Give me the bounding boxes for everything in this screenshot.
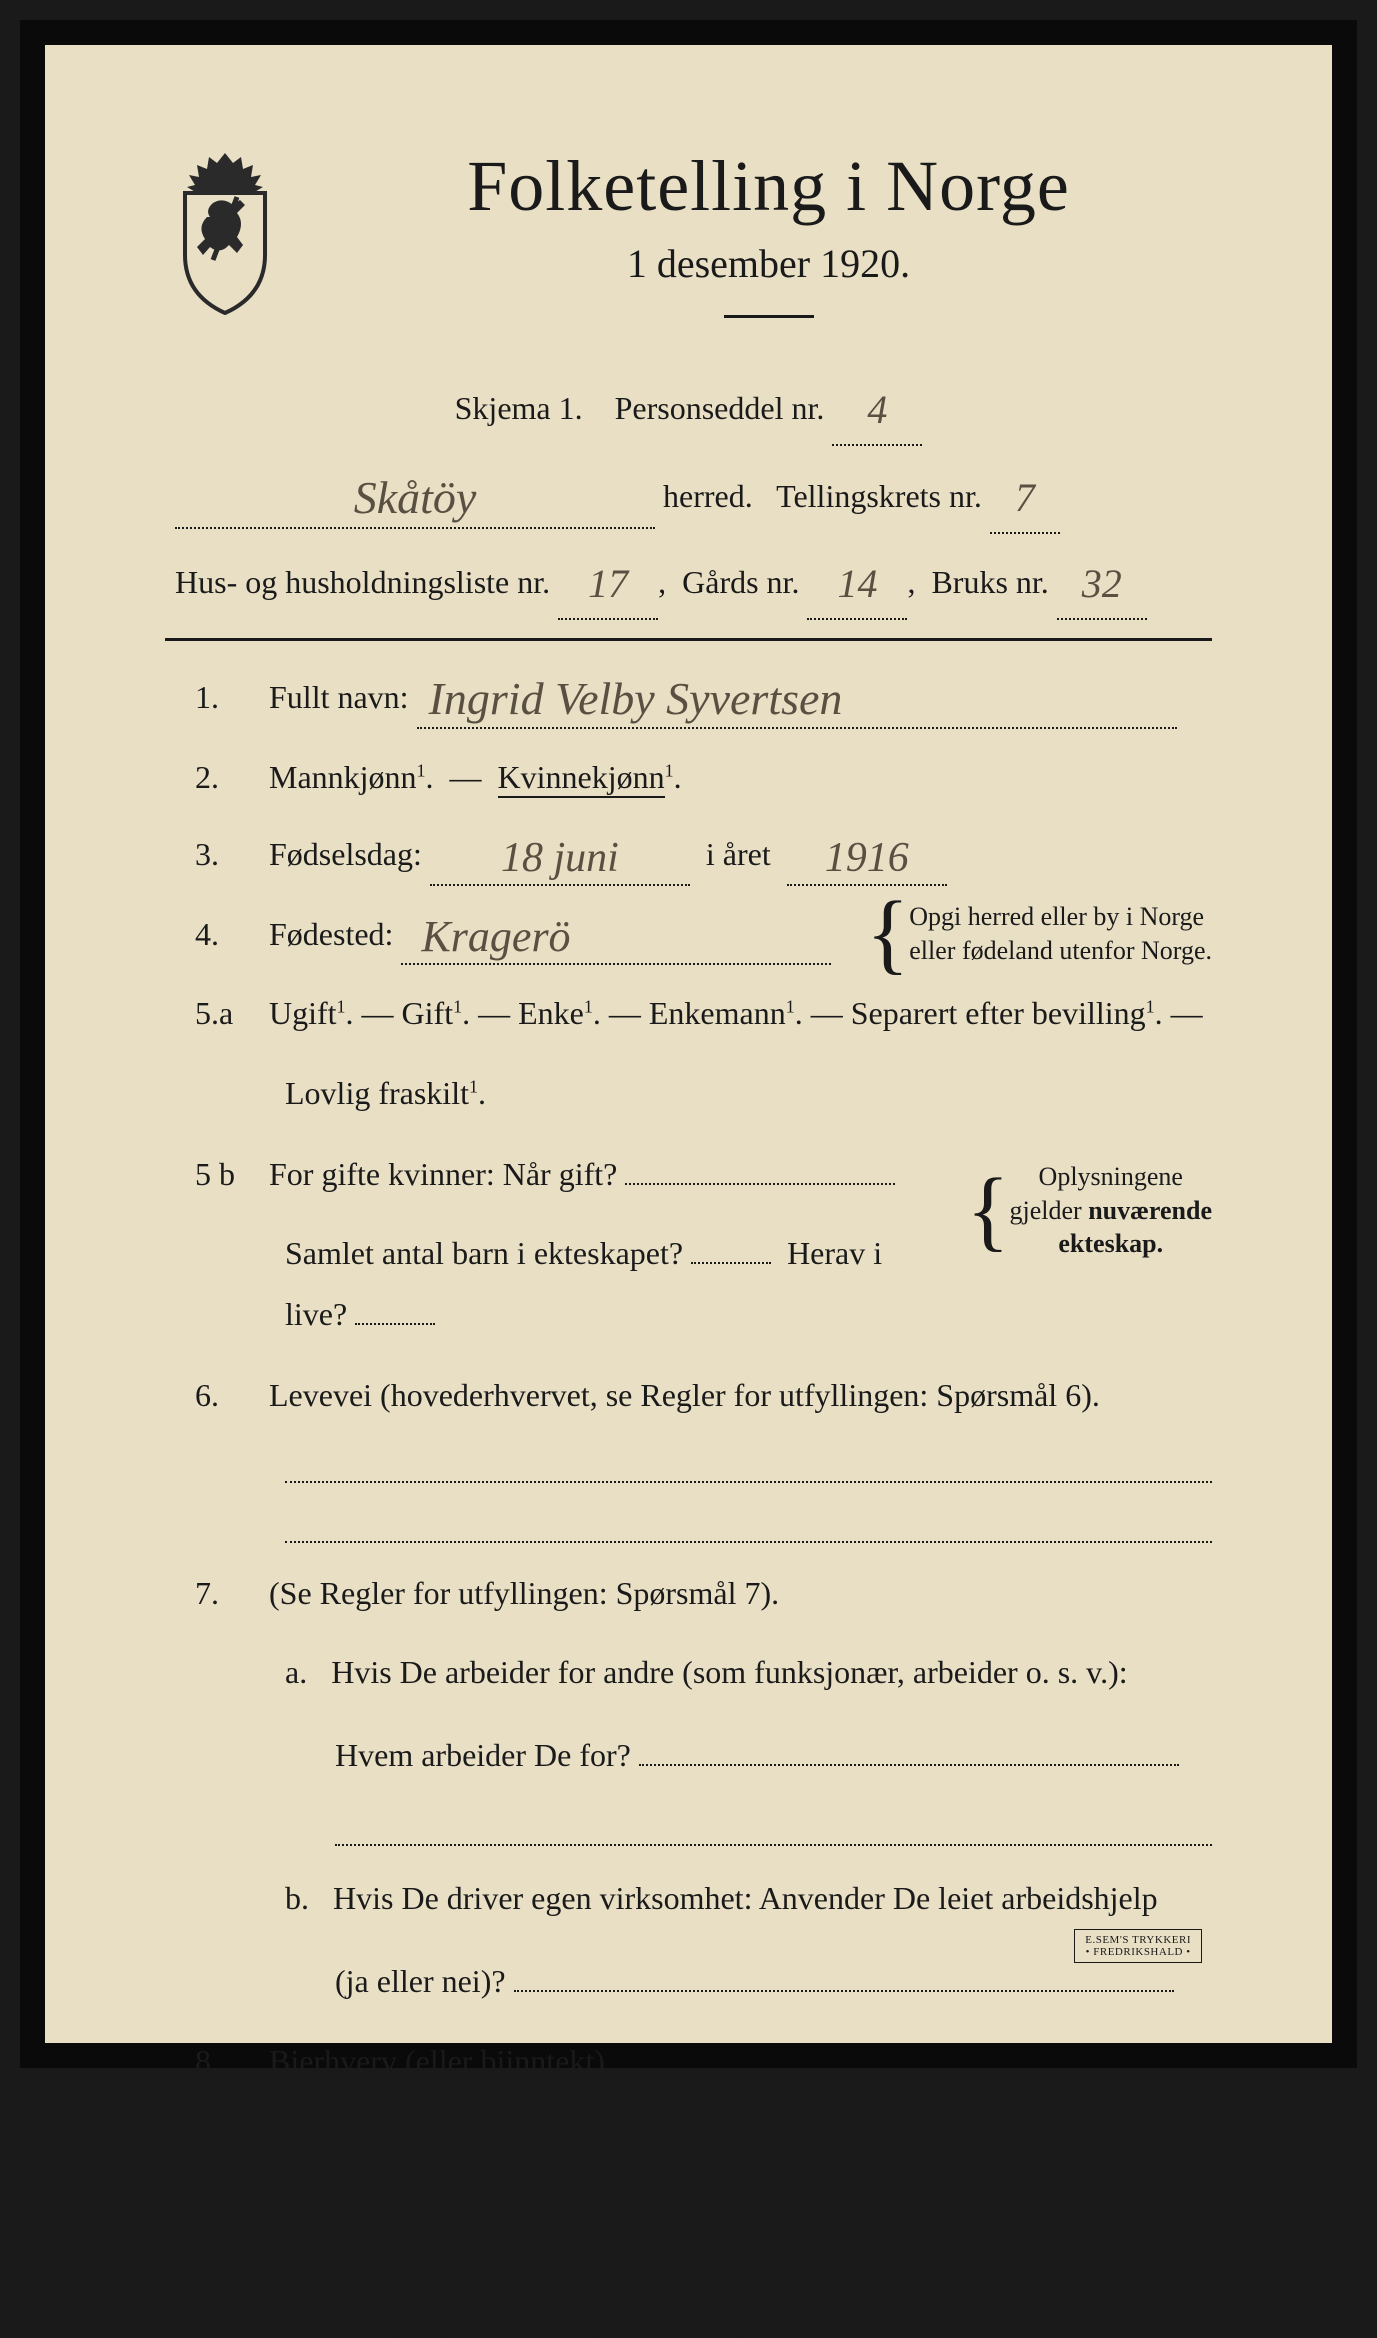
q5a-opt-0: Ugift: [269, 995, 337, 1031]
q7a-label: a.: [285, 1654, 307, 1690]
personseddel-nr: 4: [867, 387, 887, 432]
q3-label: Fødselsdag:: [269, 836, 422, 872]
meta-line-1: Skjema 1. Personseddel nr. 4: [165, 368, 1212, 446]
printer-stamp: E.SEM'S TRYKKERI • FREDRIKSHALD •: [1074, 1929, 1202, 1963]
q5a-opt-5: Lovlig fraskilt: [285, 1075, 469, 1111]
main-divider: [165, 638, 1212, 641]
q5a-opt-2: Enke: [518, 995, 584, 1031]
q5b-note: { Oplysningene gjelder nuværende ekteska…: [966, 1160, 1212, 1261]
q7b-row2: (ja eller nei)?: [195, 1951, 1212, 2012]
q5b-num: 5 b: [195, 1146, 251, 1204]
herred-label: herred.: [663, 478, 753, 514]
q7-row: 7. (Se Regler for utfyllingen: Spørsmål …: [195, 1565, 1212, 1623]
q7-intro: (Se Regler for utfyllingen: Spørsmål 7).: [269, 1575, 779, 1611]
q5a-opt-4: Separert efter bevilling: [851, 995, 1146, 1031]
divider: [724, 315, 814, 318]
q3-row: 3. Fødselsdag: 18 juni i året 1916: [195, 826, 1212, 886]
q8-note-row: Har man ingen biinntekt av nogen betydni…: [195, 2171, 1212, 2232]
coat-of-arms-icon: [165, 145, 285, 315]
q5b-l1: For gifte kvinner: Når gift?: [269, 1156, 617, 1192]
q5b-row: 5 b For gifte kvinner: Når gift? { Oplys…: [195, 1146, 1212, 1204]
census-page: Folketelling i Norge 1 desember 1920. Sk…: [20, 20, 1357, 2068]
q7-num: 7.: [195, 1565, 251, 1623]
q6-row: 6. Levevei (hovederhvervet, se Regler fo…: [195, 1367, 1212, 1425]
q8-note: Har man ingen biinntekt av nogen betydni…: [285, 2183, 1019, 2219]
bruks-nr: 32: [1082, 561, 1122, 606]
tellingskrets-nr: 7: [1015, 475, 1035, 520]
q4-num: 4.: [195, 906, 251, 964]
meta-block: Skjema 1. Personseddel nr. 4: [165, 368, 1212, 446]
q8-blank: [285, 2111, 1212, 2149]
q7b-row: b. Hvis De driver egen virksomhet: Anven…: [195, 1868, 1212, 1929]
q4-value: Kragerö: [421, 917, 570, 957]
q6-blank-2: [285, 1505, 1212, 1543]
q1-num: 1.: [195, 669, 251, 727]
personseddel-label: Personseddel nr.: [615, 390, 825, 426]
q4-row: 4. Fødested: Kragerö { Opgi herred eller…: [195, 906, 1212, 966]
footnote-divider: [165, 2292, 285, 2293]
q5a-num: 5.a: [195, 985, 251, 1043]
q6-blank-1: [285, 1445, 1212, 1483]
page-title: Folketelling i Norge: [325, 145, 1212, 228]
q7a-l1: Hvis De arbeider for andre (som funksjon…: [331, 1654, 1127, 1690]
q5a-row: 5.a Ugift1. — Gift1. — Enke1. — Enkemann…: [195, 985, 1212, 1043]
tellingskrets-label: Tellingskrets nr.: [776, 478, 982, 514]
questions: 1. Fullt navn: Ingrid Velby Syvertsen 2.…: [165, 669, 1212, 2232]
q7b-l1: Hvis De driver egen virksomhet: Anvender…: [333, 1880, 1158, 1916]
q7a-row: a. Hvis De arbeider for andre (som funks…: [195, 1642, 1212, 1703]
husliste-nr: 17: [588, 561, 628, 606]
husliste-label: Hus- og husholdningsliste nr.: [175, 564, 550, 600]
q2-kvinne: Kvinnekjønn: [498, 759, 665, 798]
q1-label: Fullt navn:: [269, 679, 409, 715]
q3-year: 1916: [825, 840, 909, 878]
q8-num: 8.: [195, 2033, 251, 2091]
q7b-label: b.: [285, 1880, 309, 1916]
q5b-l2a: Samlet antal barn i ekteskapet?: [285, 1235, 683, 1271]
page-inner: Folketelling i Norge 1 desember 1920. Sk…: [75, 75, 1302, 2013]
q5a-row2: Lovlig fraskilt1.: [195, 1063, 1212, 1124]
footnote: 1 Her kan svares ved tydelig understrekn…: [165, 2311, 1212, 2338]
q3-day: 18 juni: [501, 840, 619, 878]
q7b-l2: (ja eller nei)?: [335, 1963, 506, 1999]
q3-year-label: i året: [706, 836, 771, 872]
meta-line-3: Hus- og husholdningsliste nr. 17, Gårds …: [165, 542, 1212, 620]
q6-text: Levevei (hovederhvervet, se Regler for u…: [269, 1377, 1100, 1413]
q1-value: Ingrid Velby Syvertsen: [429, 678, 843, 719]
title-block: Folketelling i Norge 1 desember 1920.: [325, 135, 1212, 348]
q1-row: 1. Fullt navn: Ingrid Velby Syvertsen: [195, 669, 1212, 729]
q8-row: 8. Bierhverv (eller biinntekt): [195, 2033, 1212, 2091]
page-subtitle: 1 desember 1920.: [325, 240, 1212, 287]
gards-nr: 14: [837, 561, 877, 606]
q7a-l2: Hvem arbeider De for?: [335, 1737, 631, 1773]
q4-label: Fødested:: [269, 916, 393, 952]
q2-mann: Mannkjønn: [269, 759, 417, 795]
bruks-label: Bruks nr.: [931, 564, 1048, 600]
q5a-opt-1: Gift: [402, 995, 454, 1031]
q2-num: 2.: [195, 749, 251, 807]
q8-label: Bierhverv (eller biinntekt): [269, 2043, 605, 2079]
q6-num: 6.: [195, 1367, 251, 1425]
meta-line-2: Skåtöy herred. Tellingskrets nr. 7: [165, 456, 1212, 534]
gards-label: Gårds nr.: [682, 564, 799, 600]
skjema-label: Skjema 1.: [455, 390, 583, 426]
q5a-opt-3: Enkemann: [649, 995, 786, 1031]
q7a-row2: Hvem arbeider De for?: [195, 1725, 1212, 1786]
q2-row: 2. Mannkjønn1. — Kvinnekjønn1.: [195, 749, 1212, 807]
q7a-blank: [335, 1808, 1212, 1846]
q3-num: 3.: [195, 826, 251, 884]
header: Folketelling i Norge 1 desember 1920.: [165, 135, 1212, 348]
herred-value: Skåtöy: [354, 477, 477, 518]
q4-note: { Opgi herred eller by i Norge eller fød…: [866, 900, 1212, 968]
